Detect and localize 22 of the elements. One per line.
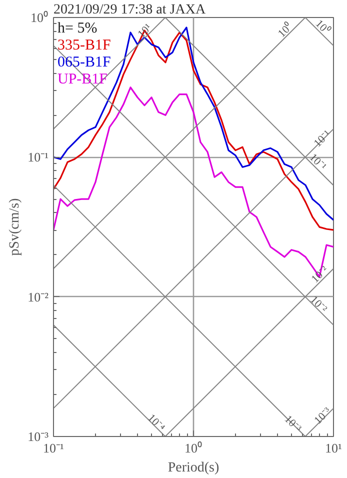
annotation: 10⁰ [312, 17, 333, 37]
x-tick-label: 10⁰ [184, 440, 202, 456]
annotation: 10¹ [136, 22, 154, 40]
annotation: 10⁻⁴ [145, 412, 168, 434]
series-label: 335-B1F [58, 38, 111, 54]
annotation: 10⁻¹ [312, 128, 334, 150]
series-label: UP-B1F [58, 72, 108, 88]
series-label: 065-B1F [58, 54, 111, 70]
y-axis-title: pSv(cm/s) [8, 198, 23, 256]
annotation: 10⁻¹ [306, 152, 328, 173]
chart-title: 2021/09/29 17:38 at JAXA [54, 2, 206, 18]
annotation: 10⁻² [308, 294, 330, 316]
x-tick-label: 10¹ [325, 440, 342, 456]
annotation: 10⁻³ [312, 404, 334, 427]
x-axis-title: Period(s) [168, 460, 220, 476]
y-tick-label: 10⁻² [28, 289, 49, 304]
y-tick-label: 10⁻¹ [28, 150, 49, 165]
annotation: 10⁰ [275, 20, 296, 40]
y-tick-label: 10⁰ [30, 10, 48, 25]
annotation: h= 5% [58, 20, 98, 36]
annotation: 10⁻² [309, 264, 332, 286]
annotation: 10⁻³ [282, 413, 304, 436]
